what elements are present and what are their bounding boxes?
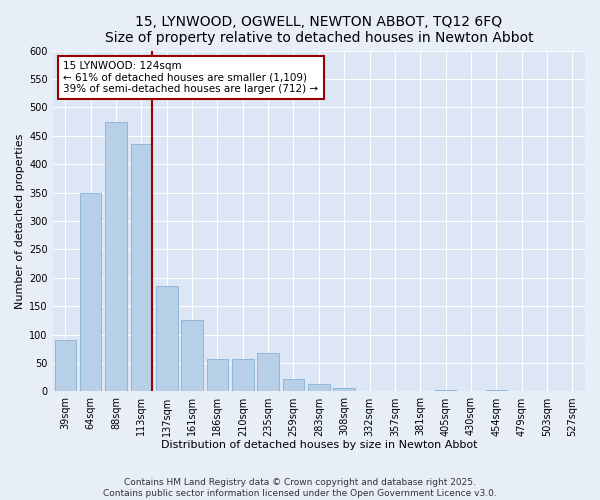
Bar — [283, 379, 304, 392]
Bar — [334, 388, 355, 392]
Text: 15 LYNWOOD: 124sqm
← 61% of detached houses are smaller (1,109)
39% of semi-deta: 15 LYNWOOD: 124sqm ← 61% of detached hou… — [63, 61, 319, 94]
Bar — [181, 320, 203, 392]
Title: 15, LYNWOOD, OGWELL, NEWTON ABBOT, TQ12 6FQ
Size of property relative to detache: 15, LYNWOOD, OGWELL, NEWTON ABBOT, TQ12 … — [104, 15, 533, 45]
X-axis label: Distribution of detached houses by size in Newton Abbot: Distribution of detached houses by size … — [161, 440, 477, 450]
Text: Contains HM Land Registry data © Crown copyright and database right 2025.
Contai: Contains HM Land Registry data © Crown c… — [103, 478, 497, 498]
Y-axis label: Number of detached properties: Number of detached properties — [15, 134, 25, 308]
Bar — [232, 359, 254, 392]
Bar — [485, 390, 507, 392]
Bar — [80, 192, 101, 392]
Bar — [131, 144, 152, 392]
Bar — [105, 122, 127, 392]
Bar — [308, 384, 329, 392]
Bar — [156, 286, 178, 392]
Bar — [55, 340, 76, 392]
Bar — [206, 359, 228, 392]
Bar — [435, 390, 457, 392]
Bar — [257, 354, 279, 392]
